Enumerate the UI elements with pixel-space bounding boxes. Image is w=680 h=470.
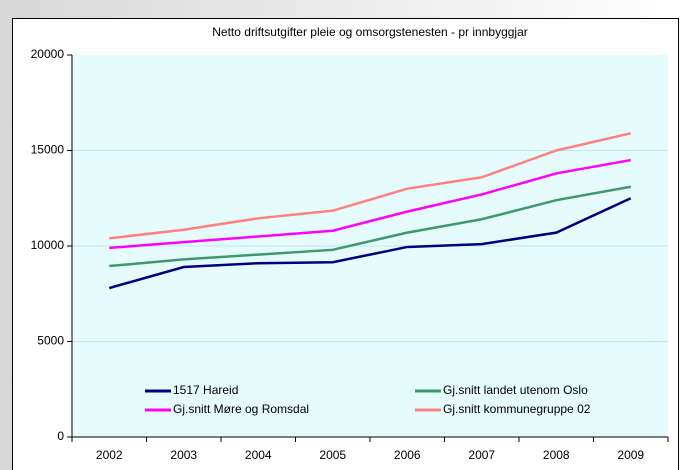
y-tick-label: 15000: [31, 143, 65, 157]
x-tick-label: 2007: [468, 448, 495, 462]
y-tick-label: 5000: [37, 334, 64, 348]
x-tick-label: 2002: [96, 448, 123, 462]
series-line: [109, 132, 632, 240]
x-tick-label: 2003: [170, 448, 197, 462]
series-line: [108, 197, 632, 290]
x-tick-label: 2004: [245, 448, 272, 462]
x-tick-label: 2008: [543, 448, 570, 462]
x-tick-label: 2006: [394, 448, 421, 462]
legend-label: Gj.snitt kommunegruppe 02: [443, 402, 591, 416]
chart-title: Netto driftsutgifter pleie og omsorgsten…: [212, 25, 528, 39]
y-tick-label: 10000: [31, 238, 65, 252]
legend-label: 1517 Hareid: [173, 383, 238, 397]
series-line: [109, 158, 631, 250]
legend-label: Gj.snitt landet utenom Oslo: [443, 383, 588, 397]
series-line: [109, 185, 631, 268]
y-tick-label: 0: [57, 429, 64, 443]
x-tick-label: 2009: [617, 448, 644, 462]
legend-label: Gj.snitt Møre og Romsdal: [173, 402, 309, 416]
y-tick-label: 20000: [31, 47, 65, 61]
x-tick-label: 2005: [319, 448, 346, 462]
